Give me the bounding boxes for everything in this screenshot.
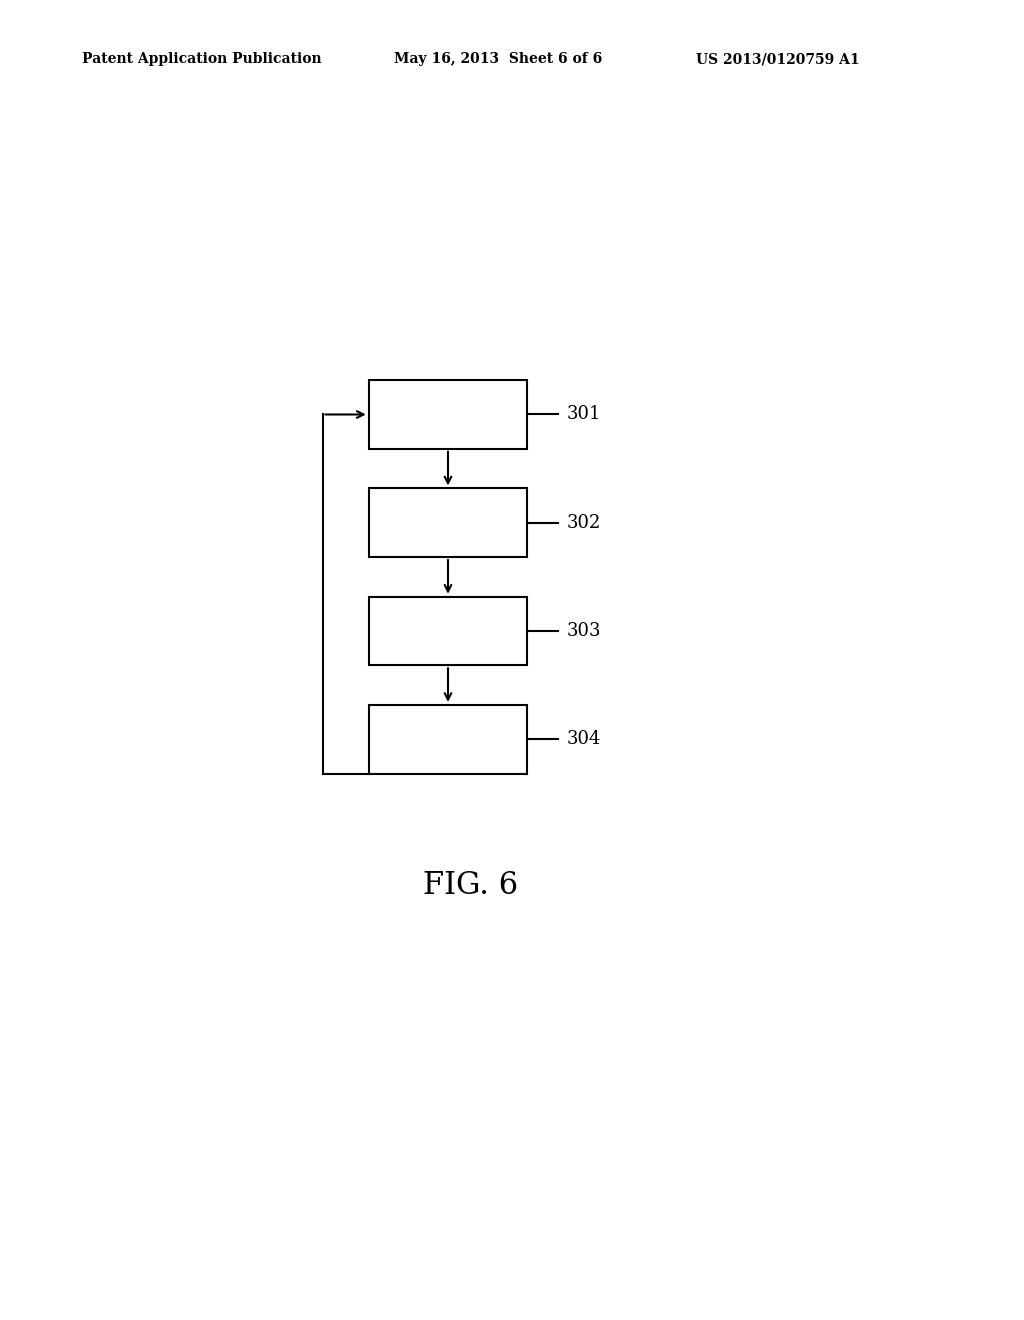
- Text: US 2013/0120759 A1: US 2013/0120759 A1: [696, 53, 860, 66]
- Text: 303: 303: [566, 622, 601, 640]
- Bar: [369, 488, 527, 557]
- Text: May 16, 2013  Sheet 6 of 6: May 16, 2013 Sheet 6 of 6: [394, 53, 602, 66]
- Text: FIG. 6: FIG. 6: [424, 870, 518, 902]
- Text: 301: 301: [566, 405, 601, 424]
- Text: 304: 304: [566, 730, 601, 748]
- Text: 302: 302: [566, 513, 601, 532]
- Bar: [369, 705, 527, 774]
- Bar: [369, 380, 527, 449]
- Bar: [369, 597, 527, 665]
- Text: Patent Application Publication: Patent Application Publication: [82, 53, 322, 66]
